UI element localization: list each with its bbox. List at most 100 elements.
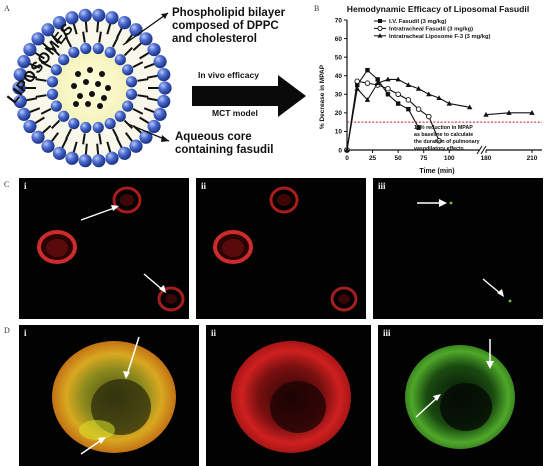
lipid-head	[68, 118, 80, 130]
micrograph-c-ii: ii	[196, 178, 366, 319]
lipid-head	[104, 46, 116, 58]
lipid-tail	[65, 36, 73, 48]
lipid-tail	[123, 46, 134, 57]
lipid-tail	[34, 51, 45, 60]
lipid-head	[114, 110, 126, 122]
micrograph-c-i-label: i	[24, 181, 27, 191]
panel-label-c: C	[4, 180, 10, 189]
micrograph-d-ii: ii	[206, 325, 371, 466]
micrograph-c-iii-label: iii	[378, 181, 386, 191]
lipid-head	[41, 139, 55, 153]
fasudil-molecule	[75, 71, 81, 77]
arrow-caption-bottom: MCT model	[212, 108, 258, 118]
y-tick-label: 70	[335, 17, 343, 24]
fasudil-molecule	[95, 81, 101, 87]
bilayer-caption-line3: and cholesterol	[172, 33, 257, 45]
data-point	[365, 67, 370, 73]
lipid-head	[153, 107, 167, 121]
lipid-tail	[143, 107, 155, 114]
arrow-caption-top: In vivo efficacy	[198, 70, 259, 80]
threshold-note-line3: the duration of pulmonary	[414, 139, 480, 145]
lipid-tail	[146, 74, 159, 79]
data-point	[364, 97, 371, 102]
y-tick-label: 60	[335, 36, 343, 43]
lipid-tail	[61, 27, 68, 39]
lipid-head	[92, 154, 106, 168]
lipid-tail	[29, 62, 41, 69]
lipid-head	[78, 8, 92, 22]
axis-break-mark	[480, 145, 487, 155]
legend-marker	[377, 25, 383, 31]
lipid-tail	[40, 61, 52, 69]
lipid-tail	[139, 116, 150, 125]
core-caption-line1: Aqueous core	[175, 131, 252, 143]
y-tick-label: 10	[335, 129, 343, 136]
lipid-head	[31, 32, 45, 46]
lipid-tail	[146, 97, 159, 102]
lipid-tail	[50, 132, 60, 143]
lipid-head	[125, 76, 138, 88]
x-tick-label: 100	[444, 155, 455, 162]
liposome-schematic	[12, 8, 306, 168]
fasudil-molecule	[97, 103, 103, 109]
y-tick-label: 20	[335, 110, 343, 117]
lipid-head	[13, 67, 27, 82]
lipid-tail	[132, 107, 144, 115]
threshold-note: 15% reduction in MPAP as baseline to cal…	[414, 125, 480, 152]
lipid-tail	[96, 143, 100, 155]
axis-break-mark	[476, 145, 483, 155]
x-tick-label: 75	[420, 155, 428, 162]
liposome-drawing	[12, 8, 172, 168]
lipid-tail	[41, 124, 52, 134]
y-tick-label: 0	[338, 147, 342, 154]
lipid-tail	[137, 94, 149, 98]
lipid-tail	[25, 97, 38, 102]
data-point	[405, 97, 412, 103]
fasudil-molecule	[73, 101, 79, 107]
lipid-tail	[98, 31, 102, 43]
lipid-head	[23, 119, 37, 134]
lipid-head	[65, 151, 79, 165]
lipid-tail	[143, 62, 155, 69]
lipid-head	[17, 107, 31, 121]
data-point	[375, 77, 380, 82]
lipid-head	[31, 130, 45, 144]
lipid-head	[46, 76, 59, 88]
fasudil-molecule	[101, 95, 107, 101]
data-point	[395, 91, 401, 98]
lipid-tail	[116, 27, 123, 39]
micrograph-d-i: i	[19, 325, 199, 466]
data-point	[415, 85, 422, 91]
micrograph-d-iii-label: iii	[383, 328, 391, 338]
y-tick-label: 30	[335, 92, 343, 99]
lipid-head	[139, 32, 153, 46]
fasudil-molecule	[105, 85, 111, 91]
lipid-head	[12, 81, 26, 95]
lipid-tail	[106, 141, 112, 153]
panel-label-d: D	[4, 326, 10, 335]
data-point	[344, 147, 350, 152]
lipid-head	[117, 16, 132, 30]
lipid-head	[104, 118, 116, 130]
data-point	[436, 137, 442, 144]
lipid-head	[52, 146, 67, 160]
big-arrow-icon	[192, 75, 306, 117]
lipid-tail	[111, 36, 119, 48]
data-point	[385, 76, 391, 82]
threshold-note-line2: as baseline to calculate	[414, 132, 473, 138]
lipid-tail	[137, 78, 149, 82]
lipid-head	[52, 16, 67, 30]
lipid-head	[92, 42, 104, 55]
fasudil-molecule	[87, 67, 93, 73]
micrograph-c-i: i	[19, 178, 189, 319]
lipid-tail	[72, 141, 78, 153]
fasudil-molecule	[99, 71, 105, 77]
lipid-head	[153, 55, 167, 69]
lipid-head	[58, 110, 70, 122]
lipid-tail	[82, 133, 86, 145]
x-tick-label: 0	[345, 155, 349, 162]
panel-label-b: B	[314, 4, 320, 13]
lipid-head	[58, 54, 70, 66]
lipid-head	[92, 121, 104, 134]
bilayer-caption: Phospholipid bilayer composed of DPPC an…	[172, 7, 285, 46]
